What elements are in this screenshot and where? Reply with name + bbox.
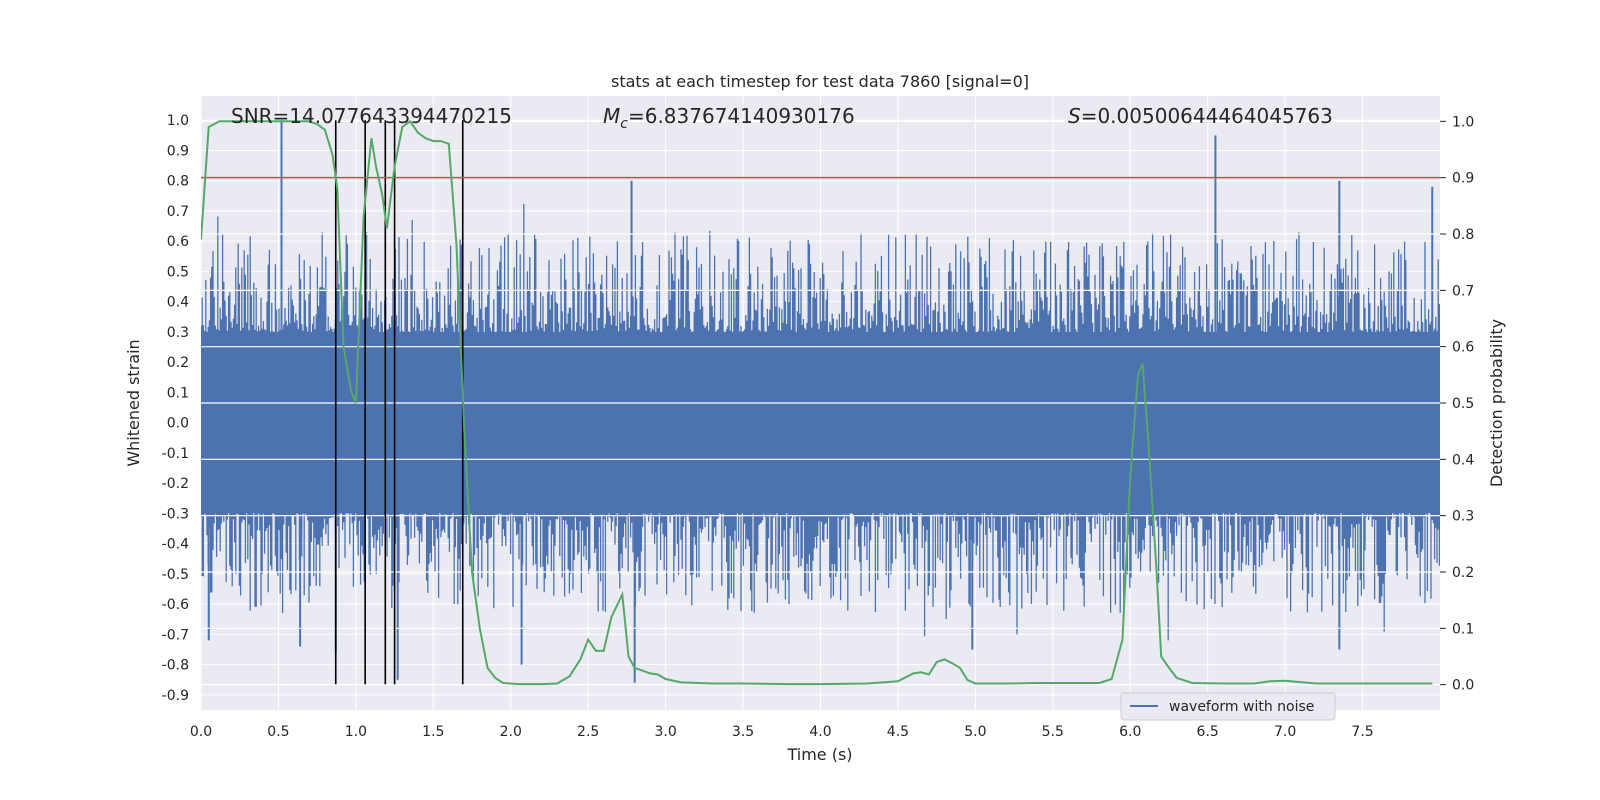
y-tick-label: -0.9 — [162, 688, 189, 704]
s-symbol: S — [1068, 104, 1081, 128]
y2-tick-label: 0.4 — [1452, 452, 1474, 468]
y-axis-label: Whitened strain — [124, 339, 143, 466]
y-tick-label: 0.9 — [167, 143, 189, 159]
y-tick-label: 0.2 — [167, 355, 189, 371]
strain-series — [201, 120, 1440, 683]
mc-value: =6.837674140930176 — [628, 104, 855, 128]
legend-box — [1120, 692, 1336, 721]
s-value: =0.005006444640457​63 — [1081, 104, 1333, 128]
y-tick-label: -0.2 — [162, 476, 189, 492]
y2-tick-label: 1.0 — [1452, 114, 1474, 130]
y2-axis-label: Detection probability — [1487, 319, 1506, 487]
y-tick-label: 1.0 — [167, 113, 189, 129]
y-tick-label: 0.3 — [167, 325, 189, 341]
y-tick-label: 0.8 — [167, 174, 189, 190]
y-tick-label: -0.7 — [162, 627, 189, 643]
s-annotation: S=0.005006444640457​63 — [1068, 104, 1333, 128]
x-tick-label: 3.0 — [654, 724, 676, 740]
x-axis-label: Time (s) — [786, 745, 852, 764]
x-tick-label: 1.5 — [422, 724, 444, 740]
y2-tick-label: 0.0 — [1452, 678, 1474, 694]
y-tick-label: -0.3 — [162, 506, 189, 522]
x-tick-label: 6.0 — [1119, 724, 1141, 740]
legend-entry: waveform with noise — [1169, 699, 1314, 715]
y-tick-label: -0.5 — [162, 567, 189, 583]
probability-line — [201, 119, 1433, 686]
x-tick-label: 2.5 — [577, 724, 599, 740]
x-tick-label: 4.0 — [809, 724, 831, 740]
y2-tick-label: 0.2 — [1452, 565, 1474, 581]
legend: waveform with noise — [1120, 692, 1336, 721]
x-tick-label: 7.0 — [1274, 724, 1296, 740]
y-tick-label: -0.4 — [162, 537, 189, 553]
x-tick-labels: 0.0 0.5 1.0 1.5 2.0 2.5 3.0 3.5 4.0 4.5 5.0 5.5 6.0 6… — [190, 724, 1374, 740]
y-tick-label: -0.6 — [162, 597, 189, 613]
x-tick-label: 1.0 — [345, 724, 367, 740]
strain-waveform — [201, 203, 1440, 641]
y-tick-label: -0.1 — [162, 446, 189, 462]
x-tick-label: 4.5 — [887, 724, 909, 740]
y2-tick-label: 0.6 — [1452, 340, 1474, 356]
snr-annotation: SNR=14.077643394470215 — [231, 104, 512, 128]
y-tick-label: 0.4 — [167, 295, 189, 311]
x-tick-label: 5.0 — [964, 724, 986, 740]
y-tick-label: 0.6 — [167, 234, 189, 250]
x-tick-label: 6.5 — [1197, 724, 1219, 740]
x-tick-label: 2.0 — [500, 724, 522, 740]
y-tick-label: 0.7 — [167, 204, 189, 220]
x-tick-label: 0.5 — [267, 724, 289, 740]
y-tick-label: 0.0 — [167, 416, 189, 432]
x-tick-label: 0.0 — [190, 724, 212, 740]
chart-title: stats at each timestep for test data 786… — [611, 72, 1029, 91]
y-tick-label: 0.1 — [167, 385, 189, 401]
mc-symbol: M — [603, 104, 620, 128]
y2-tick-label: 0.7 — [1452, 283, 1474, 299]
x-tick-label: 3.5 — [732, 724, 754, 740]
y-tick-label: 0.5 — [167, 264, 189, 280]
chirp-mass-annotation: Mc=6.837674140930176 — [603, 104, 855, 132]
y-tick-label: -0.8 — [162, 658, 189, 674]
y2-tick-label: 0.1 — [1452, 621, 1474, 637]
y2-tick-label: 0.3 — [1452, 509, 1474, 525]
y2-tick-label: 0.5 — [1452, 396, 1474, 412]
mc-subscript: c — [620, 116, 628, 132]
y2-tick-label: 0.8 — [1452, 227, 1474, 243]
y2-tick-label: 0.9 — [1452, 171, 1474, 187]
y2-tick-labels: 1.0 0.9 0.8 0.7 0.6 0.5 0.4 0.3 0.2 0.1 0.0 — [1440, 114, 1474, 694]
x-tick-label: 5.5 — [1042, 724, 1064, 740]
x-tick-label: 7.5 — [1351, 724, 1373, 740]
y-tick-labels: 1.0 0.9 0.8 0.7 0.6 0.5 0.4 0.3 0.2 0.1 0.0 -0.1 -0.… — [162, 113, 189, 704]
